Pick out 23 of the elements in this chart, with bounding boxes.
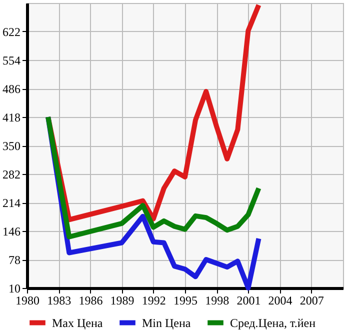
legend-label: Сред.Цена, т.йен [230,316,316,330]
x-tick-label: 2007 [300,294,324,308]
y-tick-label: 350 [2,139,20,153]
x-tick-label: 1983 [47,294,72,308]
y-tick-label: 146 [2,224,20,238]
y-tick-label: 554 [2,54,20,68]
x-tick-label: 1998 [205,294,230,308]
x-tick-label: 1980 [16,294,40,308]
legend-label: Max Цена [52,316,104,330]
x-tick-label: 1989 [110,294,134,308]
y-tick-label: 418 [2,110,20,124]
y-tick-label: 622 [2,25,20,39]
y-tick-label: 78 [8,253,20,267]
legend-label: Min Цена [142,316,192,330]
x-tick-label: 1995 [174,294,198,308]
x-tick-label: 2001 [236,294,261,308]
x-tick-label: 1986 [78,294,103,308]
y-tick-label: 486 [2,82,20,96]
y-tick-label: 282 [2,168,20,182]
y-tick-label: 10 [8,282,20,296]
x-tick-label: 1992 [142,294,166,308]
y-tick-label: 214 [2,196,20,210]
x-tick-label: 2004 [268,294,292,308]
